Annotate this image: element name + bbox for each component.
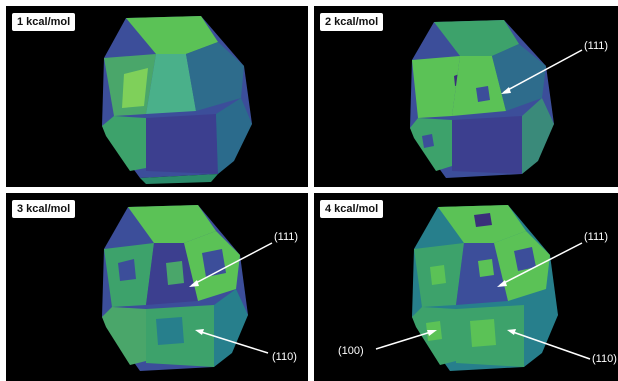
annotation-arrows-4kcal <box>375 242 591 360</box>
facet-label-111: (111) <box>584 231 609 243</box>
crystal-1kcal <box>102 16 252 184</box>
crystal-4kcal <box>412 205 558 371</box>
energy-label: 3 kcal/mol <box>12 200 76 218</box>
annotation-arrows-2kcal <box>501 49 583 94</box>
facet-label-110: (110) <box>272 351 297 363</box>
energy-label: 4 kcal/mol <box>320 200 384 218</box>
crystal-3kcal <box>102 205 248 371</box>
facet-label-100: (100) <box>338 345 364 357</box>
crystal-2kcal <box>410 20 554 178</box>
panel-1kcal: 1 kcal/mol <box>6 6 308 187</box>
facet-label-110: (110) <box>592 353 617 365</box>
facet-label-111: (111) <box>584 40 609 52</box>
energy-label: 2 kcal/mol <box>320 13 384 31</box>
panel-2kcal: 2 kcal/mol (111) <box>314 6 618 187</box>
panel-3kcal: 3 kcal/mol (111) (110) <box>6 193 308 381</box>
annotation-arrows-3kcal <box>189 242 273 354</box>
energy-label: 1 kcal/mol <box>12 13 76 31</box>
facet-label-111: (111) <box>274 231 299 243</box>
panel-4kcal: 4 kcal/mol (111) (100) (110) <box>314 193 618 381</box>
